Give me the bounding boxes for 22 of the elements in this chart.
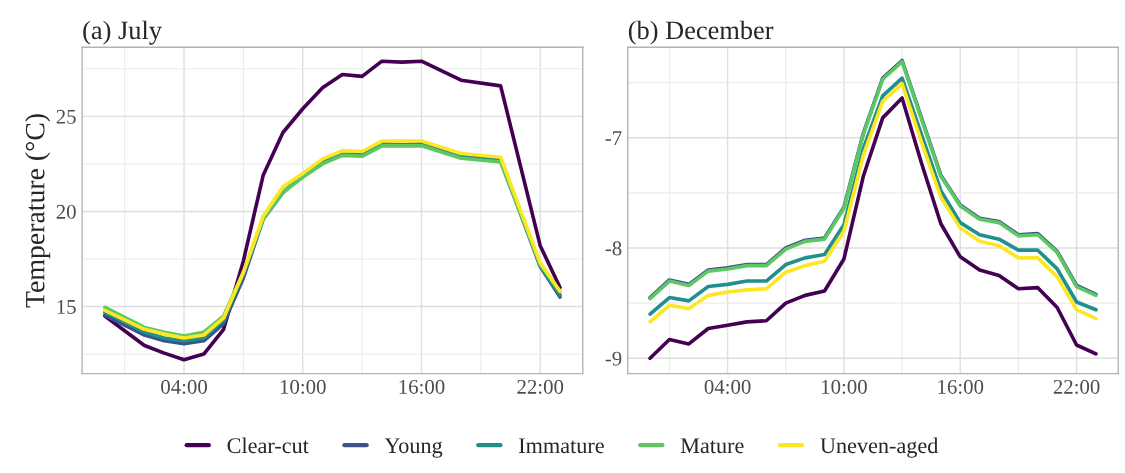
legend-label: Young [384,438,443,458]
y-tick-label: -8 [605,241,622,256]
legend-label: Uneven-aged [820,437,939,458]
y-tick-label: -7 [605,131,622,145]
y-tick-label: 20 [56,204,76,219]
y-axis-title: Temperature (°C) [24,114,51,308]
legend-label: Clear-cut [227,437,309,454]
x-tick-label: 10:00 [822,379,867,394]
x-tick-label: 22:00 [517,379,564,394]
x-tick-label: 10:00 [280,379,326,394]
chart-title: (b) December [628,20,774,45]
y-tick-label: 25 [56,109,76,124]
x-tick-label: 16:00 [938,379,984,394]
x-tick-label: 04:00 [161,379,207,394]
legend-label: Mature [680,438,744,454]
y-tick-label: 15 [57,300,76,314]
chart-title: (a) July [83,20,162,45]
x-tick-label: 22:00 [1053,379,1100,394]
x-tick-label: 16:00 [399,379,445,394]
legend-label: Immature [519,438,604,454]
y-tick-label: -9 [605,351,622,366]
x-tick-label: 04:00 [704,379,751,394]
